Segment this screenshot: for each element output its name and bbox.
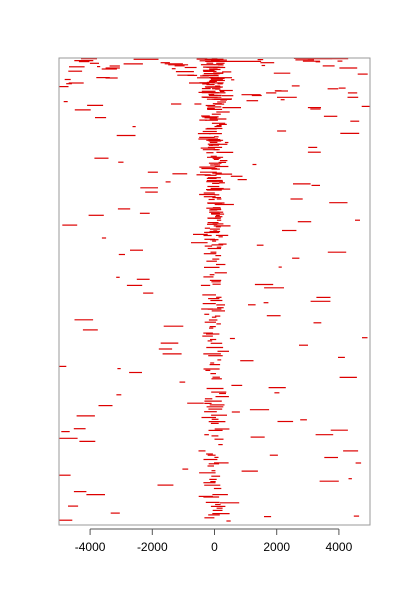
plot-frame [58, 57, 371, 526]
x-axis: -4000 -2000 0 2000 4000 [75, 528, 353, 554]
x-tick-label-3: 2000 [263, 540, 290, 554]
x-tick-label-0: -4000 [75, 540, 106, 554]
x-tick-label-1: -2000 [137, 540, 168, 554]
plot-area [59, 57, 370, 522]
x-tick-label-4: 4000 [326, 540, 353, 554]
x-tick-label-2: 0 [211, 540, 218, 554]
